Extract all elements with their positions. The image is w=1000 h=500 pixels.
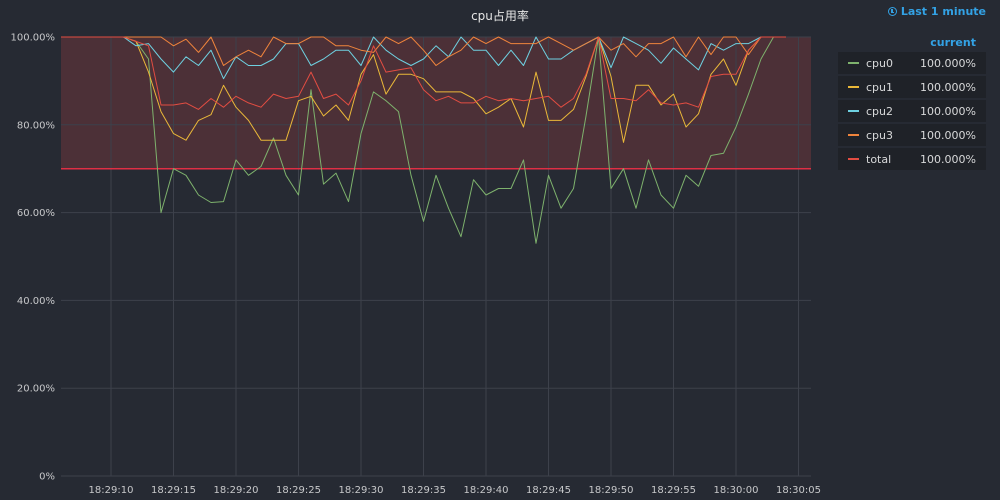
legend-current-value: 100.000%: [920, 80, 976, 94]
series-line-cpu2[interactable]: [61, 36, 786, 80]
x-tick-label: 18:29:35: [401, 485, 446, 496]
x-tick-label: 18:29:50: [589, 485, 634, 496]
panel-title[interactable]: cpu占用率: [471, 9, 529, 23]
legend-current-header[interactable]: current: [930, 36, 976, 49]
x-tick-label: 18:29:30: [339, 485, 384, 496]
legend-swatch: [848, 110, 859, 112]
series-line-cpu3[interactable]: [61, 36, 786, 66]
x-tick-label: 18:29:10: [89, 485, 134, 496]
legend-swatch: [848, 86, 859, 88]
legend: current cpu0 100.000% cpu1 100.000% cpu2 100.…: [838, 34, 986, 172]
legend-item-total[interactable]: total 100.000%: [838, 148, 986, 170]
y-tick-label: 80.00%: [17, 120, 55, 131]
legend-item-cpu1[interactable]: cpu1 100.000%: [838, 76, 986, 98]
clock-icon: [887, 7, 897, 16]
legend-item-cpu3[interactable]: cpu3 100.000%: [838, 124, 986, 146]
y-tick-label: 0%: [39, 472, 55, 483]
legend-series-name: cpu1: [866, 80, 894, 94]
legend-current-value: 100.000%: [920, 104, 976, 118]
legend-swatch: [848, 62, 859, 64]
legend-series-name: cpu3: [866, 128, 894, 142]
y-tick-label: 20.00%: [17, 384, 55, 395]
legend-series-name: cpu0: [866, 56, 894, 70]
x-tick-label: 18:30:05: [776, 485, 821, 496]
x-tick-label: 18:29:25: [276, 485, 321, 496]
x-tick-label: 18:29:40: [464, 485, 509, 496]
series-line-cpu0[interactable]: [61, 36, 786, 244]
legend-series-name: total: [866, 152, 892, 166]
y-tick-label: 100.00%: [11, 33, 56, 44]
legend-swatch: [848, 158, 859, 160]
legend-item-cpu2[interactable]: cpu2 100.000%: [838, 100, 986, 122]
legend-series-name: cpu2: [866, 104, 894, 118]
time-range-picker[interactable]: Last 1 minute: [887, 5, 986, 18]
legend-item-cpu0[interactable]: cpu0 100.000%: [838, 52, 986, 74]
time-range-label: Last 1 minute: [900, 5, 986, 18]
x-tick-label: 18:29:20: [214, 485, 259, 496]
x-tick-label: 18:29:15: [151, 485, 196, 496]
x-tick-label: 18:30:00: [714, 485, 759, 496]
legend-current-value: 100.000%: [920, 128, 976, 142]
y-tick-label: 60.00%: [17, 208, 55, 219]
series-line-cpu1[interactable]: [61, 36, 786, 143]
y-tick-label: 40.00%: [17, 296, 55, 307]
x-tick-label: 18:29:55: [651, 485, 696, 496]
legend-swatch: [848, 134, 859, 136]
series-line-total[interactable]: [61, 36, 786, 110]
legend-current-value: 100.000%: [920, 152, 976, 166]
legend-current-value: 100.000%: [920, 56, 976, 70]
x-tick-label: 18:29:45: [526, 485, 571, 496]
